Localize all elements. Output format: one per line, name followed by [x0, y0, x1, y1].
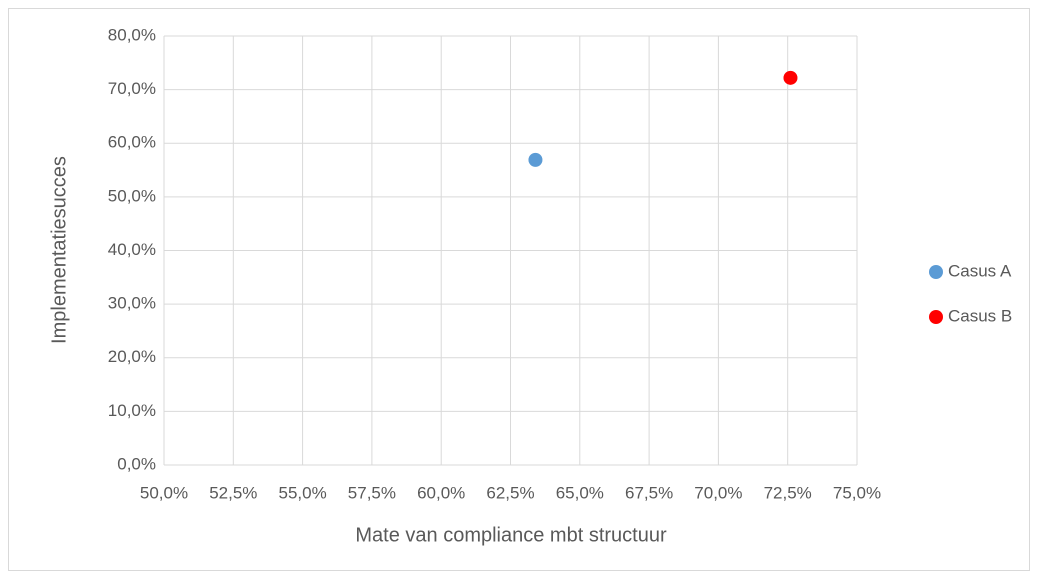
y-tick-label: 0,0%	[117, 454, 156, 473]
x-tick-label: 52,5%	[209, 483, 257, 502]
x-tick-label: 67,5%	[625, 483, 673, 502]
y-tick-label: 70,0%	[108, 79, 156, 98]
x-tick-label: 70,0%	[694, 483, 742, 502]
y-tick-label: 80,0%	[108, 25, 156, 44]
legend-label: Casus A	[948, 261, 1012, 280]
legend-marker	[929, 310, 943, 324]
legend-label: Casus B	[948, 306, 1012, 325]
y-tick-label: 60,0%	[108, 133, 156, 152]
point	[528, 152, 543, 167]
y-tick-label: 10,0%	[108, 401, 156, 420]
chart-border	[8, 8, 1030, 571]
x-tick-label: 75,0%	[833, 483, 881, 502]
y-tick-label: 50,0%	[108, 186, 156, 205]
point	[783, 70, 798, 85]
x-tick-label: 65,0%	[556, 483, 604, 502]
x-tick-label: 60,0%	[417, 483, 465, 502]
x-axis-title: Mate van compliance mbt structuur	[355, 524, 667, 546]
y-axis-title: Implementatiesucces	[48, 156, 70, 344]
y-tick-label: 30,0%	[108, 294, 156, 313]
x-tick-label: 50,0%	[140, 483, 188, 502]
x-tick-label: 62,5%	[486, 483, 534, 502]
legend-marker	[929, 265, 943, 279]
x-tick-label: 55,0%	[278, 483, 326, 502]
y-tick-label: 40,0%	[108, 240, 156, 259]
y-tick-label: 20,0%	[108, 347, 156, 366]
x-tick-label: 72,5%	[764, 483, 812, 502]
x-tick-label: 57,5%	[348, 483, 396, 502]
